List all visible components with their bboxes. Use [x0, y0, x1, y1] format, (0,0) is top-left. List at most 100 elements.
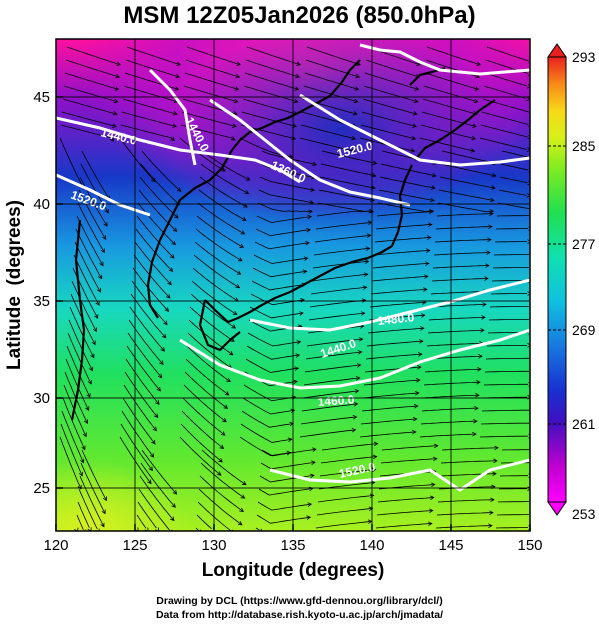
streamline	[181, 111, 237, 127]
streamline-arrowhead	[232, 310, 238, 315]
streamline-arrowhead	[412, 123, 417, 128]
streamline-arrowhead	[421, 313, 426, 318]
streamline	[483, 383, 528, 386]
streamline	[198, 189, 247, 221]
streamline-arrowhead	[240, 494, 246, 499]
streamline	[320, 456, 377, 464]
streamline	[433, 252, 490, 256]
streamline	[424, 368, 481, 373]
streamline	[432, 265, 489, 269]
y-axis-label: Latitude (degrees)	[4, 200, 25, 370]
streamline	[303, 377, 360, 386]
streamline	[138, 488, 171, 531]
streamline-arrowhead	[103, 221, 108, 227]
streamline-arrowhead	[245, 176, 251, 181]
streamline	[126, 345, 161, 392]
colorbar-bottom-arrow	[547, 501, 567, 516]
streamline	[479, 435, 529, 438]
streamline	[73, 254, 100, 306]
streamline-arrowhead	[102, 496, 107, 502]
streamline	[124, 371, 159, 418]
streamline	[188, 319, 234, 356]
streamline-arrowhead	[420, 326, 425, 331]
streamline	[369, 301, 426, 308]
x-tick-label: 120	[43, 537, 68, 554]
streamline-arrowhead	[160, 347, 165, 352]
streamline-arrowhead	[489, 510, 494, 515]
streamline-arrowhead	[293, 98, 299, 104]
streamline-arrowhead	[485, 263, 490, 268]
streamline-arrowhead	[416, 365, 422, 370]
streamline-arrowhead	[531, 408, 535, 412]
streamline	[201, 449, 247, 486]
streamline-arrowhead	[527, 291, 530, 296]
streamline-arrowhead	[147, 479, 152, 485]
streamline	[430, 291, 487, 295]
streamline-arrowhead	[365, 246, 371, 251]
streamline	[500, 163, 529, 171]
x-axis-label: Longitude (degrees)	[202, 560, 385, 581]
streamline-arrowhead	[355, 376, 361, 381]
streamline	[498, 189, 527, 196]
streamline-arrowhead	[526, 96, 530, 101]
streamline	[62, 98, 118, 115]
streamline	[420, 124, 476, 140]
streamline-arrowhead	[176, 187, 182, 192]
streamline-arrowhead	[222, 417, 227, 423]
streamline	[247, 332, 301, 347]
streamline	[246, 345, 300, 360]
streamline-arrowhead	[426, 248, 431, 253]
streamline-arrowhead	[429, 209, 434, 214]
streamline	[493, 254, 530, 256]
streamline	[182, 397, 226, 436]
streamline	[64, 72, 119, 90]
streamline-arrowhead	[157, 373, 163, 379]
x-tick-label: 130	[201, 537, 226, 554]
streamline	[424, 72, 479, 90]
streamline	[62, 397, 86, 450]
streamline-arrowhead	[412, 416, 418, 422]
streamline	[376, 211, 433, 217]
streamline	[196, 514, 212, 529]
streamline-arrowhead	[172, 490, 178, 495]
streamline	[259, 176, 315, 191]
streamline	[69, 306, 95, 358]
streamline-arrowhead	[433, 456, 438, 462]
streamline-arrowhead	[94, 314, 99, 319]
streamline	[68, 319, 93, 371]
streamline-arrowhead	[101, 509, 106, 515]
streamline	[130, 293, 167, 339]
streamline	[378, 189, 435, 201]
streamline	[245, 59, 300, 78]
streamline-arrowhead	[360, 311, 366, 316]
streamline	[179, 137, 226, 172]
streamline	[65, 59, 120, 78]
streamline-arrowhead	[484, 276, 489, 281]
streamline	[367, 327, 424, 334]
streamline	[67, 332, 92, 385]
streamline-arrowhead	[413, 98, 419, 104]
streamline	[201, 150, 250, 181]
streamline-arrowhead	[216, 471, 222, 476]
streamline-arrowhead	[223, 404, 229, 409]
streamline	[370, 288, 427, 295]
streamline	[81, 449, 107, 501]
streamline	[421, 407, 478, 412]
streamline	[255, 527, 260, 531]
streamline	[426, 342, 483, 347]
streamline	[260, 461, 316, 470]
streamline-arrowhead	[221, 167, 226, 172]
streamline	[422, 98, 478, 115]
wind-streamlines	[59, 46, 535, 531]
streamline	[440, 163, 496, 177]
streamline-arrowhead	[244, 189, 250, 194]
streamline-arrowhead	[88, 366, 94, 372]
streamline	[300, 124, 356, 140]
streamline-arrowhead	[307, 502, 313, 507]
streamline	[60, 124, 114, 142]
streamline-arrowhead	[434, 443, 439, 449]
streamline-arrowhead	[218, 458, 223, 463]
streamline-arrowhead	[78, 471, 83, 477]
streamline	[435, 525, 492, 529]
